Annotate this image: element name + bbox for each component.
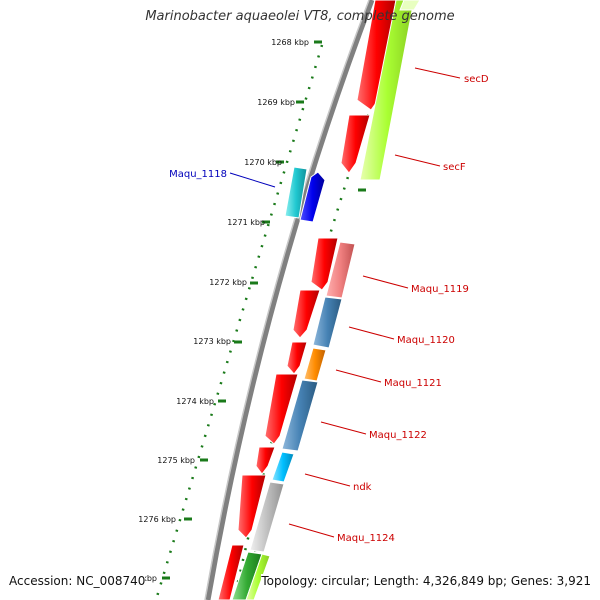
- gene-label-maqu_1118[interactable]: Maqu_1118: [169, 169, 227, 180]
- cds-arrow-4: [292, 289, 321, 339]
- gene-tail-lime: [245, 553, 271, 600]
- cds-arrow-7: [255, 446, 276, 475]
- leader-maqu_1124: [288, 523, 335, 538]
- leader-maqu_1121: [335, 369, 382, 383]
- kbp-label-1274: 1274 kbp: [176, 397, 214, 406]
- gene-tail-green: [231, 551, 263, 600]
- gene-label-maqu_1119[interactable]: Maqu_1119: [411, 284, 469, 295]
- gene-maqu_1122: [281, 379, 319, 452]
- gene-maqu_1118-a: [284, 166, 308, 219]
- gene-label-maqu_1124[interactable]: Maqu_1124: [337, 533, 395, 544]
- gene-maqu_1118-b: [299, 171, 326, 223]
- gene-secD: [359, 0, 415, 181]
- kbp-label-1268: 1268 kbp: [271, 38, 309, 47]
- cds-arrow-2: [340, 114, 371, 174]
- leader-maqu_1118: [229, 172, 276, 188]
- gene-label-maqu_1122[interactable]: Maqu_1122: [369, 430, 427, 441]
- leader-maqu_1122: [320, 421, 367, 435]
- gene-label-maqu_1121[interactable]: Maqu_1121: [384, 378, 442, 389]
- cds-arrow-1: [356, 0, 397, 111]
- gene-label-ndk[interactable]: ndk: [353, 482, 372, 493]
- leader-ndk: [304, 473, 351, 487]
- cds-arrow-9: [217, 544, 245, 600]
- gene-maqu_1124: [249, 481, 285, 553]
- cds-arrow-3: [310, 237, 339, 291]
- cds-arrow-5: [286, 341, 308, 375]
- kbp-label-1276: 1276 kbp: [138, 515, 176, 524]
- leader-secD: [414, 67, 461, 79]
- genome-stats-label: Topology: circular; Length: 4,326,849 bp…: [261, 574, 591, 588]
- gene-maqu_1120: [312, 296, 343, 349]
- cds-arrow-8: [237, 474, 267, 539]
- gene-maqu_1121: [303, 347, 327, 382]
- gene-label-secD[interactable]: secD: [464, 74, 489, 85]
- kbp-label-1271: 1271 kbp: [227, 218, 265, 227]
- gene-maqu_1119: [325, 241, 356, 299]
- leader-maqu_1120: [348, 326, 395, 340]
- accession-label: Accession: NC_008740: [9, 574, 146, 588]
- gene-track: [231, 0, 421, 600]
- leader-secF: [394, 154, 441, 167]
- gene-label-maqu_1120[interactable]: Maqu_1120: [397, 335, 455, 346]
- genome-backbone: [205, 0, 375, 600]
- leader-maqu_1119: [362, 275, 409, 289]
- kbp-label-1275: 1275 kbp: [157, 456, 195, 465]
- genome-backbone-highlight: [204, 0, 370, 600]
- map-title: Marinobacter aquaeolei VT8, complete gen…: [145, 9, 455, 24]
- gene-label-secF[interactable]: secF: [443, 162, 466, 173]
- gene-secD-tip: [399, 0, 421, 11]
- kbp-label-1273: 1273 kbp: [193, 337, 231, 346]
- kbp-label-1269: 1269 kbp: [257, 98, 295, 107]
- kbp-label-1270: 1270 kbp: [244, 158, 282, 167]
- leader-lines: [229, 67, 461, 538]
- kbp-label-1272: 1272 kbp: [209, 278, 247, 287]
- cds-arrow-6: [264, 373, 299, 445]
- gene-ndk: [271, 451, 295, 483]
- cds-track: [217, 0, 397, 600]
